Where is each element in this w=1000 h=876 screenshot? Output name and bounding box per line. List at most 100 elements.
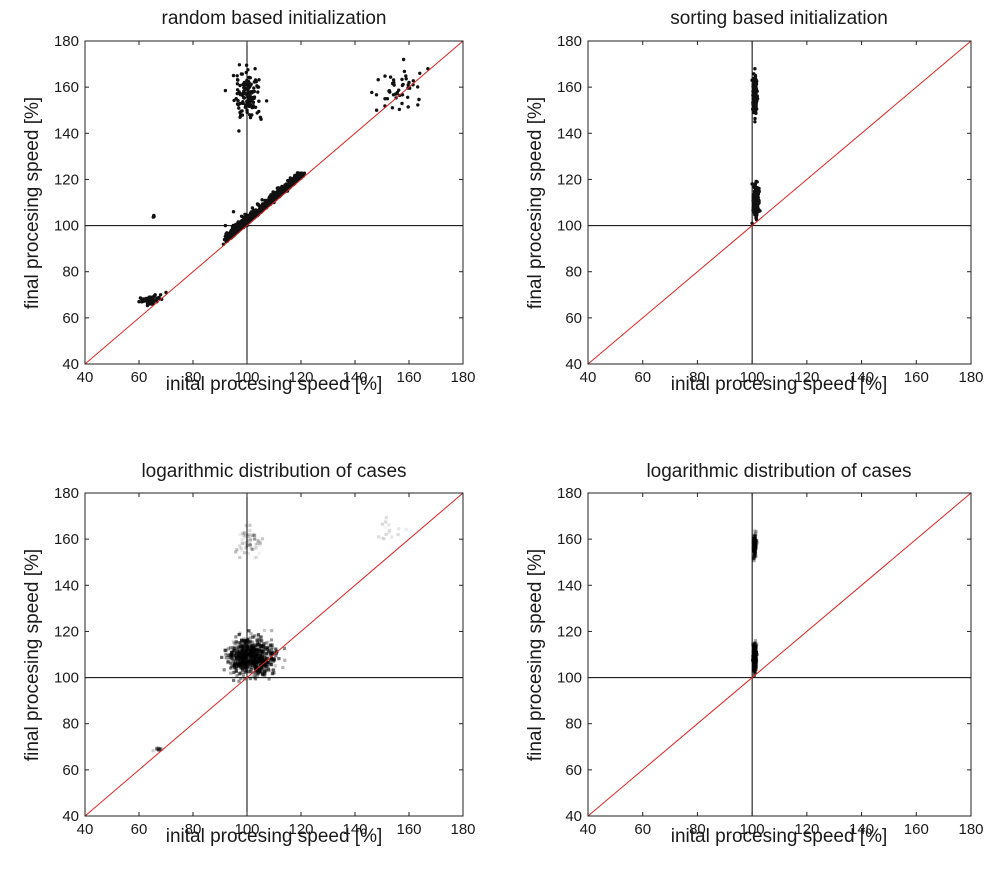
- density-cell: [263, 655, 267, 659]
- density-cell: [249, 651, 254, 655]
- density-cell: [158, 747, 162, 751]
- y-tick-label: 100: [557, 218, 582, 235]
- y-tick-label: 100: [54, 670, 79, 687]
- density-cell: [752, 537, 756, 541]
- scatter-point: [290, 182, 295, 186]
- density-cell: [254, 644, 258, 648]
- density-cell: [270, 648, 274, 652]
- density-cell: [753, 649, 757, 653]
- x-axis-label: inital procesing speed [%]: [166, 826, 383, 847]
- scatter-point: [755, 97, 760, 101]
- scatter-point: [238, 225, 242, 230]
- density-cell: [751, 546, 756, 550]
- density-cell: [245, 534, 249, 538]
- density-cell: [752, 651, 756, 656]
- scatter-point: [236, 220, 240, 224]
- scatter-point: [234, 97, 238, 101]
- scatter-point: [158, 293, 163, 297]
- density-cell: [250, 653, 254, 657]
- density-cell: [232, 670, 236, 675]
- density-cell: [753, 545, 757, 549]
- scatter-point: [752, 110, 756, 114]
- density-cell: [249, 657, 253, 661]
- density-cell: [253, 643, 257, 647]
- scatter-point: [753, 85, 757, 90]
- density-cell: [235, 659, 240, 663]
- scatter-point: [239, 72, 244, 76]
- scatter-point: [245, 108, 249, 112]
- y-tick-label: 140: [557, 577, 582, 594]
- density-cell: [753, 546, 757, 550]
- density-cell: [752, 546, 756, 550]
- axes-frame: [84, 492, 464, 817]
- density-cell: [258, 663, 263, 667]
- density-cell: [230, 664, 234, 668]
- density-cell: [155, 747, 159, 751]
- density-cell: [269, 663, 274, 667]
- density-cell: [753, 654, 757, 658]
- diagonal-line: [85, 493, 463, 816]
- density-cell: [752, 646, 756, 650]
- y-tick-label: 120: [54, 623, 79, 640]
- density-cell: [258, 659, 262, 663]
- density-cell: [251, 671, 255, 675]
- x-tick-label: 100: [234, 369, 259, 386]
- density-cell: [404, 527, 408, 531]
- y-tick-label: 160: [557, 531, 582, 548]
- density-cell: [231, 649, 236, 653]
- density-cell: [238, 666, 242, 670]
- density-cell: [158, 747, 162, 751]
- density-cell: [270, 629, 274, 633]
- density-cell: [255, 541, 259, 545]
- density-cell: [253, 654, 257, 658]
- density-cell: [233, 651, 238, 655]
- density-cell: [281, 665, 285, 670]
- density-cell: [753, 539, 757, 543]
- scatter-point: [245, 103, 249, 108]
- density-cell: [256, 665, 261, 669]
- x-tick-label: 140: [849, 821, 874, 838]
- density-cell: [249, 547, 253, 551]
- density-cell: [264, 646, 268, 650]
- scatter-point: [267, 196, 271, 200]
- density-cell: [240, 541, 244, 545]
- density-cell: [752, 559, 756, 563]
- density-cell: [251, 547, 255, 552]
- scatter-point: [400, 101, 404, 106]
- density-cell: [234, 662, 238, 666]
- density-cell: [240, 644, 244, 648]
- x-tick-label: 160: [396, 821, 421, 838]
- density-cell: [753, 536, 757, 540]
- y-tick-label: 80: [565, 264, 582, 281]
- x-tick-label: 60: [131, 369, 148, 386]
- density-cell: [248, 640, 252, 644]
- density-cell: [752, 549, 756, 553]
- density-cell: [252, 533, 257, 537]
- scatter-point: [411, 79, 415, 83]
- density-cell: [263, 656, 267, 660]
- scatter-point: [750, 78, 754, 82]
- density-cell: [249, 645, 254, 649]
- density-cell: [253, 556, 257, 560]
- density-cell: [753, 539, 757, 544]
- scatter-point: [387, 89, 391, 93]
- density-cell: [248, 543, 252, 547]
- x-tick-label: 100: [740, 821, 765, 838]
- density-cell: [156, 746, 160, 750]
- density-cell: [245, 543, 249, 548]
- density-cell: [380, 522, 385, 526]
- data-points: [151, 515, 408, 753]
- density-cell: [256, 660, 261, 664]
- density-cell: [751, 654, 755, 658]
- scatter-point: [247, 81, 251, 85]
- density-cell: [248, 661, 252, 666]
- density-cell: [752, 543, 757, 547]
- density-cell: [256, 649, 260, 653]
- density-cell: [252, 650, 256, 654]
- density-cell: [753, 542, 757, 547]
- density-cell: [754, 545, 758, 549]
- y-axis-label: final procesing speed [%]: [22, 97, 43, 309]
- density-cell: [231, 659, 235, 663]
- density-cell: [249, 655, 253, 659]
- density-cell: [261, 664, 265, 668]
